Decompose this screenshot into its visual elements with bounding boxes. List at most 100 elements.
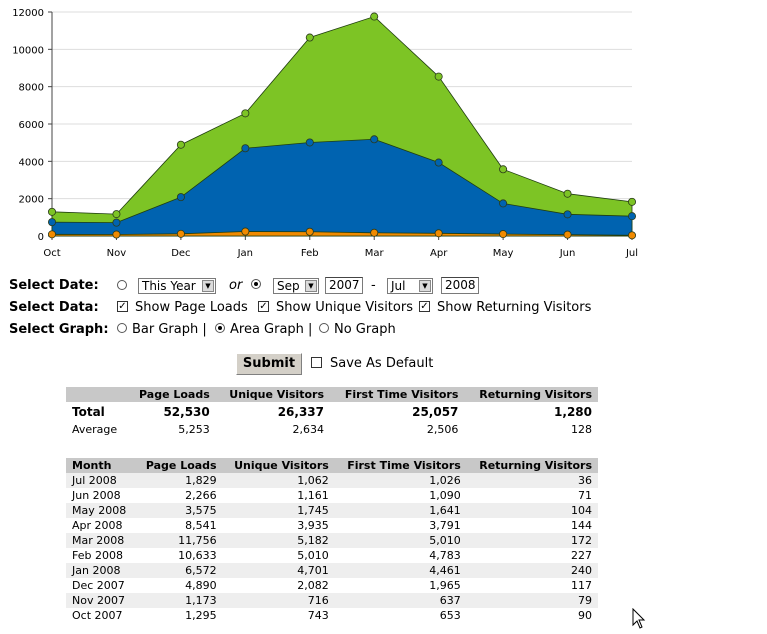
mouse-cursor-icon xyxy=(632,608,646,629)
no-graph-radio[interactable] xyxy=(319,323,329,333)
month-cell: Jan 2008 xyxy=(66,563,136,578)
month-cell: Mar 2008 xyxy=(66,533,136,548)
returning-visitors-checkbox[interactable]: ✓ xyxy=(419,301,430,312)
average-unique: 2,634 xyxy=(292,423,325,436)
data-point xyxy=(241,109,250,118)
returning-visitors-cell: 90 xyxy=(578,609,592,622)
select-date-label: Select Date: xyxy=(9,278,99,293)
header-returning-visitors: Returning Visitors xyxy=(464,387,598,402)
chart-tick-labels: 0 2000 4000 6000 8000 10000 12000 Oct Nov Dec Jan F… xyxy=(12,8,638,259)
dropdown-arrow-icon: ▼ xyxy=(305,280,317,292)
data-point xyxy=(370,228,379,237)
data-point xyxy=(176,140,185,149)
page-loads-cell: 2,266 xyxy=(185,489,217,502)
data-point xyxy=(434,229,443,238)
chart-points xyxy=(48,12,637,240)
to-month-select[interactable]: Jul ▼ xyxy=(387,278,433,294)
first-time-visitors-cell: 4,461 xyxy=(334,563,467,578)
unique-visitors-cell: 1,062 xyxy=(222,473,335,488)
data-point xyxy=(112,218,121,227)
returning-visitors-cell: 227 xyxy=(571,549,592,562)
x-tick-label: Apr xyxy=(430,248,448,259)
returning-visitors-cell: 104 xyxy=(466,503,598,518)
header-returning-visitors: Returning Visitors xyxy=(466,458,598,473)
data-point xyxy=(48,230,57,239)
y-tick-label: 6000 xyxy=(19,120,44,131)
save-default-label: Save As Default xyxy=(330,356,434,371)
total-first: 25,057 xyxy=(412,405,459,419)
average-returning: 128 xyxy=(571,423,592,436)
data-point xyxy=(48,207,57,216)
y-tick-label: 4000 xyxy=(19,157,44,168)
data-point xyxy=(305,33,314,42)
table-row: Jan 2008 6,572 4,701 4,461 240 xyxy=(66,563,598,578)
y-tick-label: 10000 xyxy=(12,45,44,56)
page-loads-cell: 3,575 xyxy=(135,503,223,518)
data-point xyxy=(241,144,250,153)
bar-graph-radio[interactable] xyxy=(117,323,127,333)
first-time-visitors-cell: 1,026 xyxy=(334,473,467,488)
unique-visitors-checkbox-label: Show Unique Visitors xyxy=(276,300,413,315)
monthly-table: Month Page Loads Unique Visitors First T… xyxy=(66,458,598,623)
y-tick-label: 0 xyxy=(38,232,44,243)
header-page-loads: Page Loads xyxy=(127,387,216,402)
preset-date-select[interactable]: This Year ▼ xyxy=(138,278,216,294)
average-first: 2,506 xyxy=(426,423,459,436)
header-first-time-visitors: First Time Visitors xyxy=(330,387,465,402)
page-loads-cell: 4,890 xyxy=(185,579,217,592)
x-tick-label: Oct xyxy=(43,248,60,259)
unique-visitors-cell: 4,701 xyxy=(222,563,335,578)
x-tick-label: Jun xyxy=(559,248,576,259)
header-page-loads: Page Loads xyxy=(135,458,223,473)
range-dash: - xyxy=(371,278,376,293)
x-tick-label: Mar xyxy=(365,248,385,259)
first-time-visitors-cell: 1,965 xyxy=(429,579,461,592)
dropdown-arrow-icon: ▼ xyxy=(202,280,214,292)
data-point xyxy=(370,135,379,144)
or-label: or xyxy=(229,278,243,293)
data-point xyxy=(563,210,572,219)
header-month: Month xyxy=(66,458,136,473)
save-default-checkbox[interactable] xyxy=(311,357,322,368)
data-point xyxy=(434,158,443,167)
data-point xyxy=(112,210,121,219)
first-time-visitors-cell: 1,641 xyxy=(334,503,467,518)
data-point xyxy=(628,197,637,206)
month-cell: Jul 2008 xyxy=(66,473,136,488)
data-point xyxy=(305,227,314,236)
dropdown-arrow-icon: ▼ xyxy=(419,280,431,292)
page-loads-checkbox[interactable]: ✓ xyxy=(117,301,128,312)
from-year-input[interactable]: 2007 xyxy=(325,277,363,294)
header-first-time-visitors: First Time Visitors xyxy=(334,458,467,473)
month-cell: Feb 2008 xyxy=(72,549,123,562)
table-row: Feb 2008 10,633 5,010 4,783 227 xyxy=(66,548,598,563)
returning-visitors-cell: 36 xyxy=(466,473,598,488)
x-tick-label: May xyxy=(493,248,514,259)
page-loads-cell: 10,633 xyxy=(178,549,217,562)
returning-visitors-cell: 172 xyxy=(466,533,598,548)
to-year-input[interactable]: 2008 xyxy=(441,277,479,294)
page-loads-cell: 8,541 xyxy=(185,519,217,532)
area-graph-radio[interactable] xyxy=(215,323,225,333)
data-point xyxy=(48,218,57,227)
month-cell: Oct 2007 xyxy=(72,609,123,622)
unique-visitors-checkbox[interactable]: ✓ xyxy=(258,301,269,312)
preset-date-radio[interactable] xyxy=(117,280,127,290)
table-row: Oct 2007 1,295 743 653 90 xyxy=(66,608,598,623)
y-tick-label: 12000 xyxy=(12,8,44,19)
totals-table: Page Loads Unique Visitors First Time Vi… xyxy=(66,387,598,437)
unique-visitors-cell: 1,745 xyxy=(222,503,335,518)
returning-visitors-checkbox-label: Show Returning Visitors xyxy=(437,300,592,315)
submit-button[interactable]: Submit xyxy=(236,353,302,375)
area-graph-label: Area Graph | xyxy=(230,322,313,337)
totals-header-blank xyxy=(66,387,128,402)
data-point xyxy=(563,230,572,239)
select-graph-label: Select Graph: xyxy=(9,322,109,337)
unique-visitors-cell: 743 xyxy=(307,609,329,622)
preset-date-value: This Year xyxy=(142,279,196,293)
data-point xyxy=(499,199,508,208)
page-loads-cell: 1,173 xyxy=(135,593,223,608)
custom-range-radio[interactable] xyxy=(251,279,261,289)
from-month-select[interactable]: Sep ▼ xyxy=(273,278,319,294)
unique-visitors-cell: 2,082 xyxy=(297,579,329,592)
